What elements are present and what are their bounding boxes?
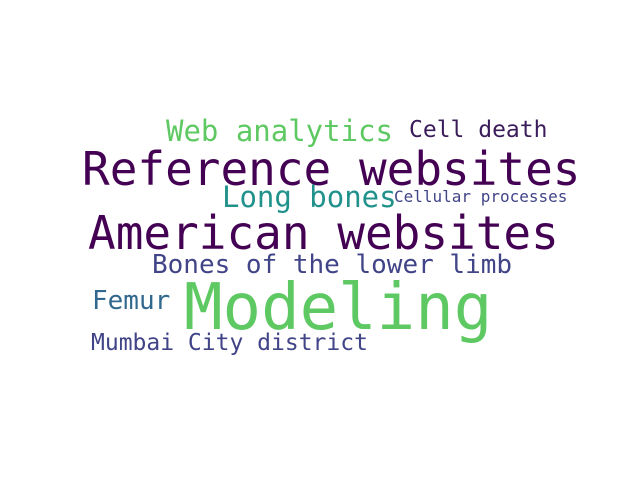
word-cell-death: Cell death	[409, 117, 548, 143]
word-mumbai-city-district: Mumbai City district	[91, 330, 368, 356]
word-long-bones: Long bones	[222, 180, 397, 214]
word-reference-websites: Reference websites	[82, 142, 581, 196]
word-femur: Femur	[92, 286, 171, 316]
word-bones-of-the-lower-limb: Bones of the lower limb	[152, 250, 513, 280]
word-modeling: Modeling	[184, 271, 493, 345]
word-web-analytics: Web analytics	[166, 114, 393, 148]
word-american-websites: American websites	[88, 206, 559, 260]
word-cellular-processes: Cellular processes	[394, 187, 568, 206]
